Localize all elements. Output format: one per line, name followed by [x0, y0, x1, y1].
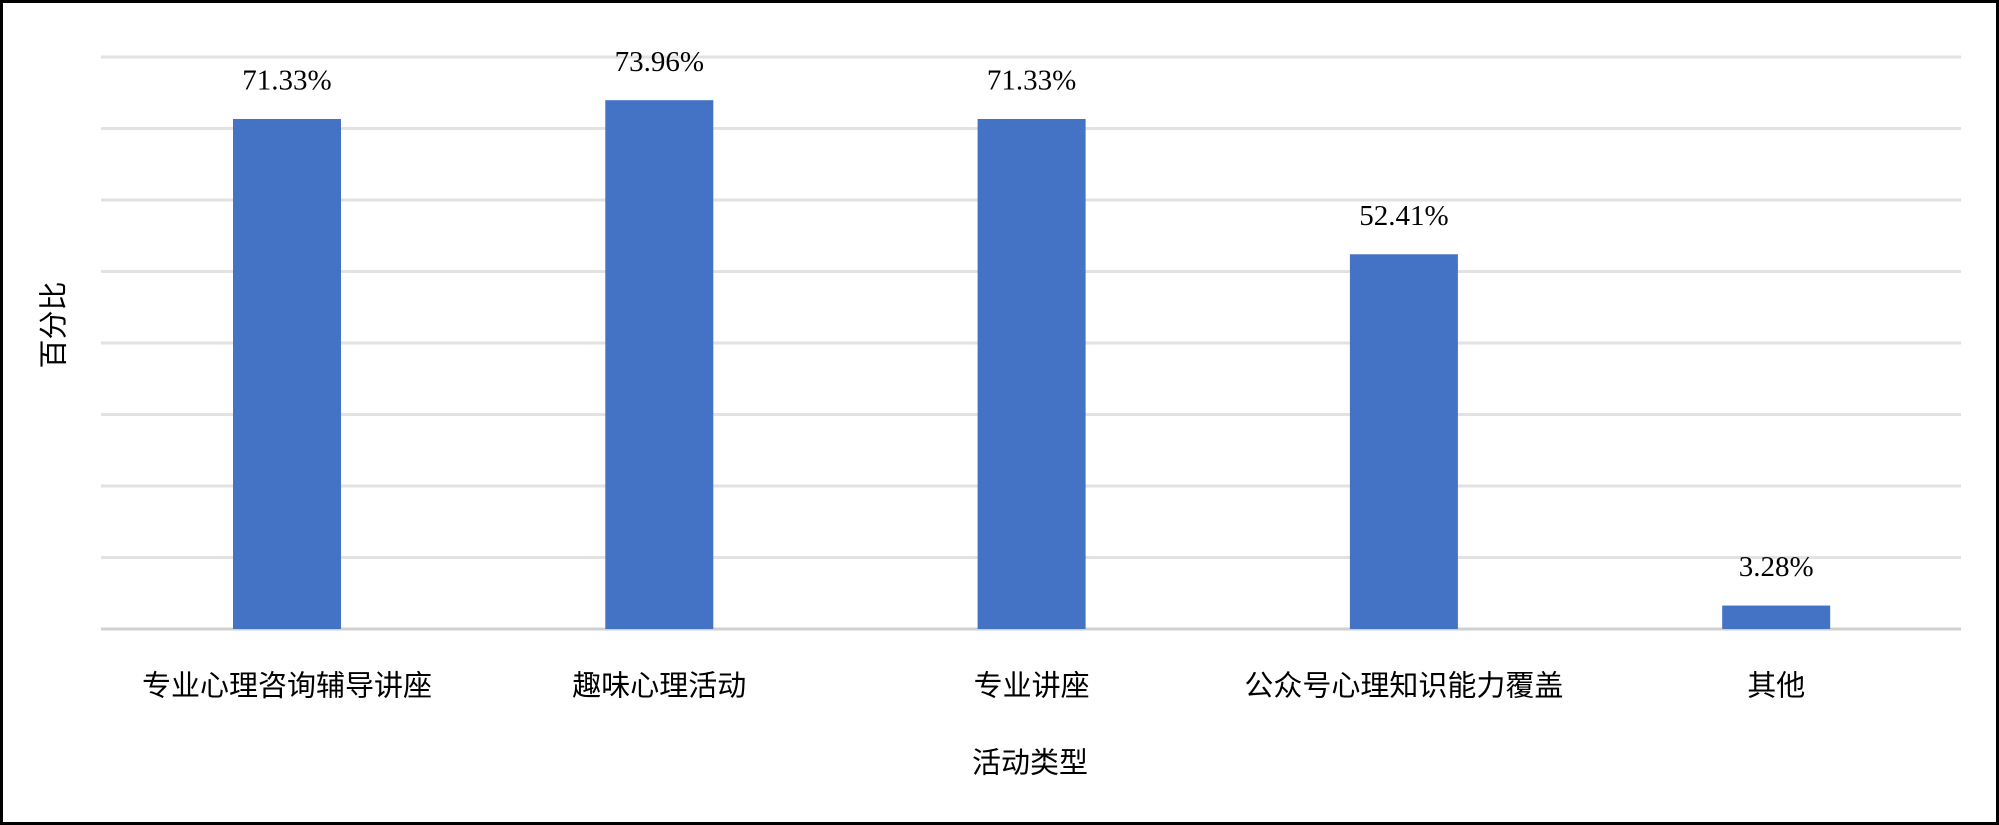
x-tick-label: 公众号心理知识能力覆盖 — [1244, 670, 1563, 703]
data-label: 71.33% — [987, 65, 1076, 97]
x-tick-label: 专业心理咨询辅导讲座 — [142, 670, 432, 703]
x-tick-label: 趣味心理活动 — [572, 670, 746, 703]
bar — [1349, 254, 1458, 629]
bar — [977, 118, 1086, 629]
data-label: 3.28% — [1739, 551, 1814, 583]
data-label: 71.33% — [242, 65, 331, 97]
bar — [233, 118, 341, 629]
data-label: 52.41% — [1359, 200, 1448, 232]
x-tick-label: 其他 — [1747, 670, 1805, 703]
bar — [605, 100, 714, 630]
y-axis-label: 百分比 — [38, 281, 71, 368]
x-axis-label: 活动类型 — [972, 747, 1088, 780]
data-label: 73.96% — [615, 46, 704, 78]
bar — [1722, 605, 1831, 629]
x-tick-label: 专业讲座 — [974, 670, 1090, 703]
